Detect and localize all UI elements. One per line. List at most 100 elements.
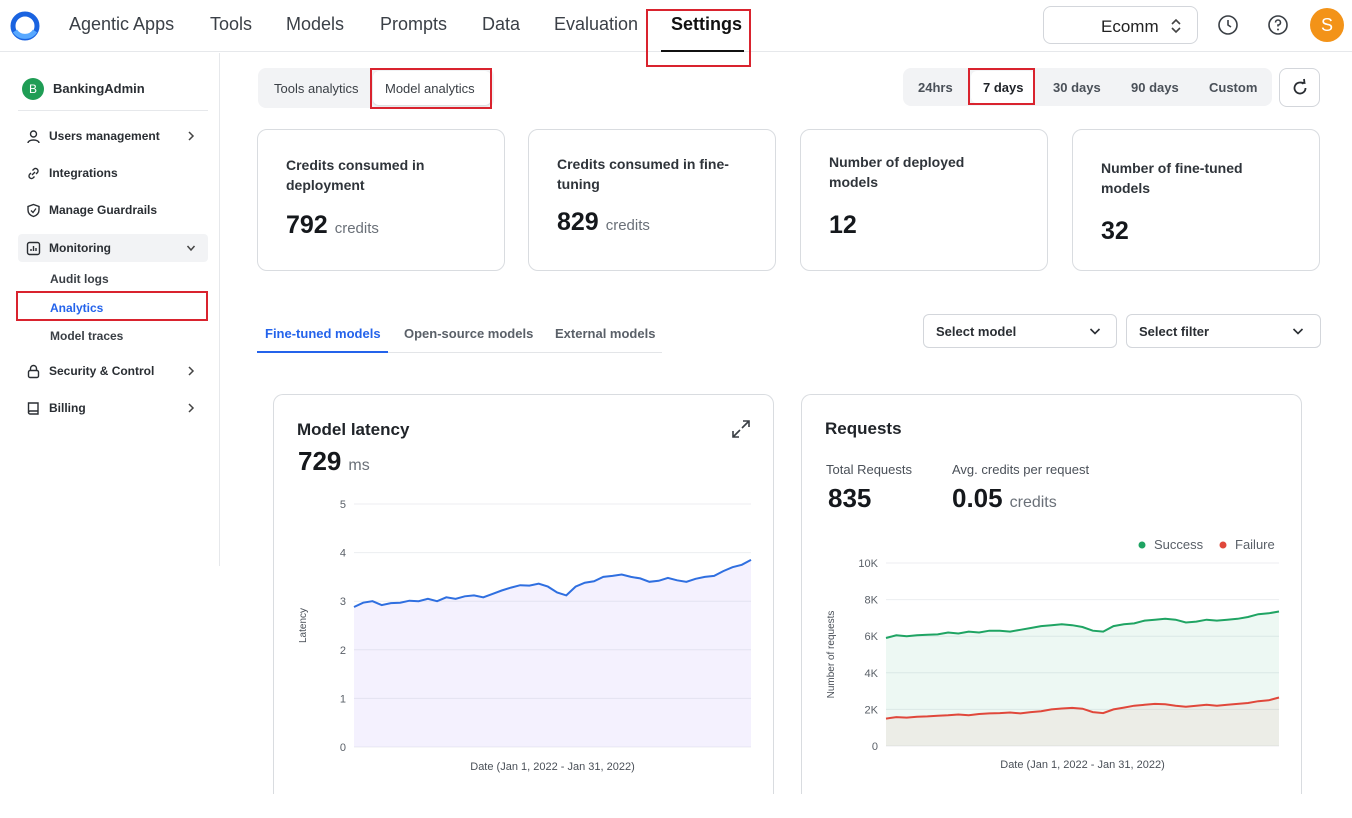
sidebar-item-label: Integrations — [49, 166, 118, 180]
nav-models[interactable]: Models — [286, 14, 345, 34]
user-avatar[interactable]: S — [1310, 8, 1344, 42]
tab-external-models[interactable]: External models — [555, 326, 656, 341]
kpi-unit: credits — [334, 220, 379, 237]
tabs-divider — [257, 352, 662, 353]
chevron-down-icon — [1292, 328, 1304, 335]
requests-chart: 0 2K 4K 6K 8K 10K Date (Jan 1, 2022 - Jan 31, … — [826, 537, 1280, 771]
latency-value: 729 — [298, 446, 342, 476]
range-24hrs[interactable]: 24hrs — [918, 80, 953, 95]
sidebar-item-billing[interactable]: Billing — [18, 394, 208, 422]
chevron-right-icon — [188, 131, 195, 141]
kpi-title: Number of deployed models — [829, 154, 965, 190]
requests-card-title: Requests — [825, 419, 902, 438]
kpi-card-fine-tuned-models: Number of fine-tuned models 32 — [1072, 129, 1320, 271]
legend-failure-marker — [1219, 541, 1227, 549]
y-tick-label: 8K — [865, 595, 879, 607]
y-tick-label: 2K — [865, 704, 879, 716]
select-model-dropdown[interactable]: Select model — [923, 314, 1117, 348]
kpi-unit: credits — [605, 217, 650, 234]
kpi-title: Credits consumed in deployment — [286, 157, 425, 193]
kpi-value: 32 — [1101, 217, 1129, 245]
sidebar-item-integrations[interactable]: Integrations — [18, 159, 208, 187]
y-axis-label: Number of requests — [826, 611, 837, 699]
y-tick-label: 1 — [340, 693, 346, 705]
environment-select[interactable]: Ecomm — [1043, 6, 1198, 44]
legend-success-marker — [1138, 541, 1146, 549]
chart-icon — [26, 241, 41, 256]
chevron-down-icon — [186, 245, 196, 252]
sidebar-sub-model-traces[interactable]: Model traces — [50, 329, 124, 343]
range-90-days[interactable]: 90 days — [1131, 80, 1179, 95]
requests-card: Requests Total Requests 835 Avg. credits… — [801, 394, 1302, 794]
success-line — [885, 610, 1280, 639]
nav-evaluation[interactable]: Evaluation — [554, 14, 639, 34]
tab-open-source-models[interactable]: Open-source models — [404, 326, 534, 341]
sidebar-item-label: Users management — [49, 129, 160, 143]
latency-chart: 0 1 2 3 4 5 Date (Jan 1, 2022 - Jan 31, 2022) L… — [298, 499, 752, 773]
sidebar: B BankingAdmin Users management Integrat… — [0, 53, 220, 566]
sidebar-item-label: Monitoring — [49, 241, 111, 255]
sidebar-item-manage-guardrails[interactable]: Manage Guardrails — [18, 196, 208, 224]
x-axis-label: Date (Jan 1, 2022 - Jan 31, 2022) — [1000, 759, 1165, 771]
chevron-down-icon — [1089, 328, 1101, 335]
expand-icon[interactable] — [731, 419, 751, 439]
avg-credits-row: 0.05 credits — [952, 483, 1057, 514]
total-requests-value: 835 — [828, 483, 872, 513]
latency-card-title: Model latency — [297, 420, 410, 439]
tab-active-underline — [257, 351, 388, 353]
sidebar-item-security-control[interactable]: Security & Control — [18, 357, 208, 385]
series-area — [354, 559, 751, 747]
history-clock-icon[interactable] — [1217, 14, 1239, 36]
range-7-days[interactable]: 7 days — [971, 71, 1035, 103]
avg-credits-value: 0.05 — [952, 483, 1003, 513]
y-tick-label: 5 — [340, 499, 346, 511]
sidebar-item-users-management[interactable]: Users management — [18, 122, 208, 150]
kpi-card-fine-tuning-credits: Credits consumed in fine-tuning 829 credi… — [528, 129, 776, 271]
total-requests-label: Total Requests — [826, 462, 912, 477]
y-tick-label: 0 — [340, 742, 346, 754]
sidebar-item-label: Billing — [49, 401, 86, 415]
lock-icon — [27, 364, 40, 379]
failure-line — [885, 696, 1280, 720]
chevron-right-icon — [188, 403, 195, 413]
range-30-days[interactable]: 30 days — [1053, 80, 1101, 95]
org-name[interactable]: BankingAdmin — [53, 81, 145, 96]
help-icon[interactable] — [1267, 14, 1289, 36]
book-icon — [27, 402, 39, 415]
legend-failure-label: Failure — [1235, 537, 1275, 552]
user-icon — [27, 130, 40, 144]
shield-icon — [27, 203, 40, 218]
legend-success-label: Success — [1154, 537, 1204, 552]
model-analytics-label: Model analytics — [385, 81, 475, 96]
org-avatar: B — [22, 78, 44, 100]
app-logo-icon[interactable] — [10, 11, 40, 41]
kpi-title: Credits consumed in fine-tuning — [557, 156, 729, 192]
range-custom[interactable]: Custom — [1209, 80, 1258, 95]
sidebar-sub-audit-logs[interactable]: Audit logs — [50, 272, 109, 286]
avg-credits-unit: credits — [1009, 494, 1057, 511]
y-tick-label: 6K — [865, 631, 879, 643]
nav-agentic-apps[interactable]: Agentic Apps — [69, 14, 175, 34]
select-filter-dropdown[interactable]: Select filter — [1126, 314, 1321, 348]
time-range-selector: 24hrs 7 days 30 days 90 days Custom — [903, 68, 1272, 106]
sidebar-item-monitoring[interactable]: Monitoring — [18, 234, 208, 262]
success-area — [886, 611, 1279, 746]
nav-prompts[interactable]: Prompts — [380, 14, 448, 34]
tools-analytics-tab[interactable]: Tools analytics — [274, 81, 359, 96]
sidebar-item-label: Manage Guardrails — [49, 203, 158, 217]
top-bar: Agentic Apps Tools Models Prompts Data E… — [0, 0, 1352, 67]
nav-settings[interactable]: Settings — [671, 14, 743, 34]
tab-fine-tuned-models[interactable]: Fine-tuned models — [265, 326, 381, 341]
refresh-button[interactable] — [1279, 68, 1320, 107]
y-tick-label: 0 — [872, 741, 878, 753]
select-filter-label: Select filter — [1139, 324, 1210, 339]
kpi-value: 829 — [557, 208, 599, 236]
nav-data[interactable]: Data — [482, 14, 521, 34]
y-tick-label: 2 — [340, 645, 346, 657]
kpi-card-deployment-credits: Credits consumed in deployment 792 credit… — [257, 129, 505, 271]
nav-tools[interactable]: Tools — [210, 14, 253, 34]
sidebar-sub-analytics[interactable]: Analytics — [50, 301, 104, 315]
model-analytics-tab[interactable]: Model analytics — [373, 71, 491, 105]
up-down-chevron-icon — [1171, 18, 1181, 34]
nav-active-underline — [661, 50, 744, 52]
